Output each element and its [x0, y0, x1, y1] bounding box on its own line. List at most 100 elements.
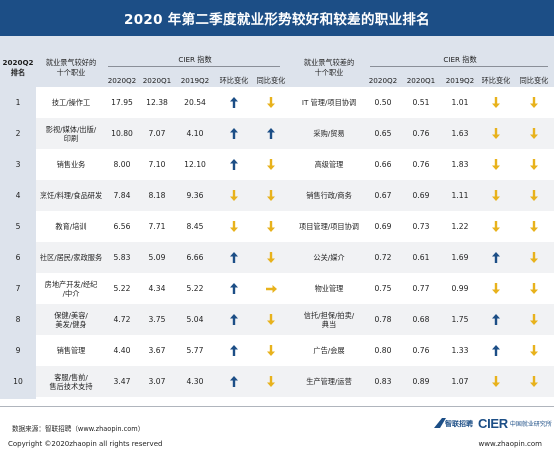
- bad-2020q1-cell: 0.76: [412, 129, 430, 138]
- table-header: [0, 36, 554, 87]
- bad-occupation-cell: IT 管理/项目协调: [292, 87, 366, 118]
- arrow-down-icon: [530, 128, 538, 139]
- good-yoy-cell: [254, 118, 288, 149]
- bad-occupation-cell: 项目管理/项目协调: [292, 211, 366, 242]
- occupation-name-line: 印刷: [63, 133, 79, 143]
- good-occupation-cell: 社区/居民/家政服务: [38, 242, 104, 273]
- arrow-down-icon: [530, 345, 538, 356]
- good-yoy-cell: [254, 242, 288, 273]
- good-2020q2-cell: 17.95: [111, 98, 133, 107]
- good-occupation-cell: 保健/美容/美发/健身: [38, 304, 104, 335]
- header-good-yoy: 同比变化: [256, 76, 286, 85]
- bad-2019q2-cell: 1.01: [451, 98, 469, 107]
- bad-occupation-cell: 广告/会展: [292, 335, 366, 366]
- arrow-down-icon: [267, 159, 275, 170]
- arrow-down-icon: [530, 159, 538, 170]
- good-qoq-cell: [217, 211, 251, 242]
- good-occupation-cell: 烹饪/料理/食品研发: [38, 180, 104, 211]
- bad-2020q2-cell: 0.69: [374, 222, 392, 231]
- bad-qoq-cell: [479, 118, 513, 149]
- header-rank-label: 排名: [10, 68, 26, 77]
- good-qoq-cell: [217, 180, 251, 211]
- good-2019q2-cell: 5.22: [186, 284, 204, 293]
- arrow-down-icon: [267, 345, 275, 356]
- occupation-name-line: 高级管理: [314, 160, 344, 169]
- arrow-up-icon: [230, 314, 238, 325]
- occupation-name-line: 销售业务: [56, 160, 86, 169]
- occupation-name-line: 采购/贸易: [313, 129, 345, 138]
- good-occupation-cell: 房地产开发/经纪/中介: [38, 273, 104, 304]
- arrow-up-icon: [230, 376, 238, 387]
- header-good-2019q2: 2019Q2: [180, 76, 210, 85]
- arrow-down-icon: [267, 221, 275, 232]
- bad-2019q2-cell: 1.83: [451, 160, 469, 169]
- bad-2020q2-cell: 0.72: [374, 253, 392, 262]
- arrow-down-icon: [230, 221, 238, 232]
- good-2020q1-cell: 4.34: [148, 284, 166, 293]
- rank-cell: 10: [0, 366, 36, 397]
- bad-2020q2-cell: 0.65: [374, 129, 392, 138]
- bad-2020q1-cell: 0.69: [412, 191, 430, 200]
- cier-logo: CIER 中国就业研究所: [478, 414, 552, 432]
- arrow-down-icon: [530, 190, 538, 201]
- arrow-down-icon: [530, 221, 538, 232]
- bad-qoq-cell: [479, 180, 513, 211]
- table-row: 5 教育/培训 6.56 7.71 8.45 项目管理/项目协调 0.69 0.73 1.22: [0, 211, 554, 242]
- bad-2020q2-cell: 0.66: [374, 160, 392, 169]
- header-good-cier-index: CIER 指数: [178, 55, 212, 64]
- good-2019q2-cell: 6.66: [186, 253, 204, 262]
- bad-qoq-cell: [479, 211, 513, 242]
- cier-logo-text: 中国就业研究所: [509, 420, 552, 428]
- rank-cell: 8: [0, 304, 36, 335]
- occupation-name-line: IT 管理/项目协调: [301, 98, 357, 107]
- occupation-name-line: 美发/健身: [55, 319, 87, 329]
- occupation-name-line: 客服/售前/: [54, 372, 88, 382]
- header-bad-2020q1: 2020Q1: [406, 76, 436, 85]
- rank-cell: 5: [0, 211, 36, 242]
- zhaopin-logo: 智联招聘: [434, 418, 473, 428]
- good-yoy-cell: [254, 211, 288, 242]
- header-bad-2020q2: 2020Q2: [368, 76, 398, 85]
- bad-occupation-cell: 物业管理: [292, 273, 366, 304]
- arrow-down-icon: [267, 97, 275, 108]
- bad-2020q1-cell: 0.76: [412, 346, 430, 355]
- arrow-down-icon: [530, 97, 538, 108]
- good-2020q1-cell: 8.18: [148, 191, 166, 200]
- website-link[interactable]: www.zhaopin.com: [478, 440, 542, 448]
- bad-2019q2-cell: 1.63: [451, 129, 469, 138]
- arrow-down-icon: [267, 376, 275, 387]
- bad-2020q2-cell: 0.80: [374, 346, 392, 355]
- table-row: 7 房地产开发/经纪/中介 5.22 4.34 5.22 物业管理 0.75 0.77 0.99: [0, 273, 554, 304]
- good-qoq-cell: [217, 118, 251, 149]
- occupation-name-line: 生产管理/运营: [306, 377, 352, 386]
- table-row: 10 客服/售前/售后技术支持 3.47 3.07 4.30 生产管理/运营 0.83 0.8…: [0, 366, 554, 397]
- arrow-down-icon: [267, 252, 275, 263]
- arrow-down-icon: [530, 283, 538, 294]
- occupation-name-line: 典当: [321, 319, 337, 329]
- good-2019q2-cell: 5.04: [186, 315, 204, 324]
- arrow-up-icon: [230, 128, 238, 139]
- good-2020q1-cell: 3.75: [148, 315, 166, 324]
- footer-divider: [0, 406, 554, 407]
- header-good-2020q1: 2020Q1: [142, 76, 172, 85]
- header-bad-occupation-line1: 就业景气较差的: [303, 58, 355, 67]
- header-bad-cier-divider: [370, 66, 548, 67]
- bad-occupation-cell: 信托/担保/拍卖/典当: [292, 304, 366, 335]
- good-occupation-cell: 销售业务: [38, 149, 104, 180]
- header-good-2020q2: 2020Q2: [107, 76, 137, 85]
- good-yoy-cell: [254, 180, 288, 211]
- cier-logo-mark: CIER: [478, 415, 508, 431]
- bad-qoq-cell: [479, 242, 513, 273]
- bad-yoy-cell: [516, 211, 552, 242]
- rank-cell: 3: [0, 149, 36, 180]
- arrow-down-icon: [492, 128, 500, 139]
- bad-yoy-cell: [516, 118, 552, 149]
- bad-yoy-cell: [516, 273, 552, 304]
- occupation-name-line: 售后技术支持: [49, 381, 93, 391]
- bad-2020q1-cell: 0.89: [412, 377, 430, 386]
- occupation-name-line: 项目管理/项目协调: [299, 222, 359, 231]
- bad-qoq-cell: [479, 366, 513, 397]
- bad-2020q2-cell: 0.75: [374, 284, 392, 293]
- arrow-down-icon: [492, 283, 500, 294]
